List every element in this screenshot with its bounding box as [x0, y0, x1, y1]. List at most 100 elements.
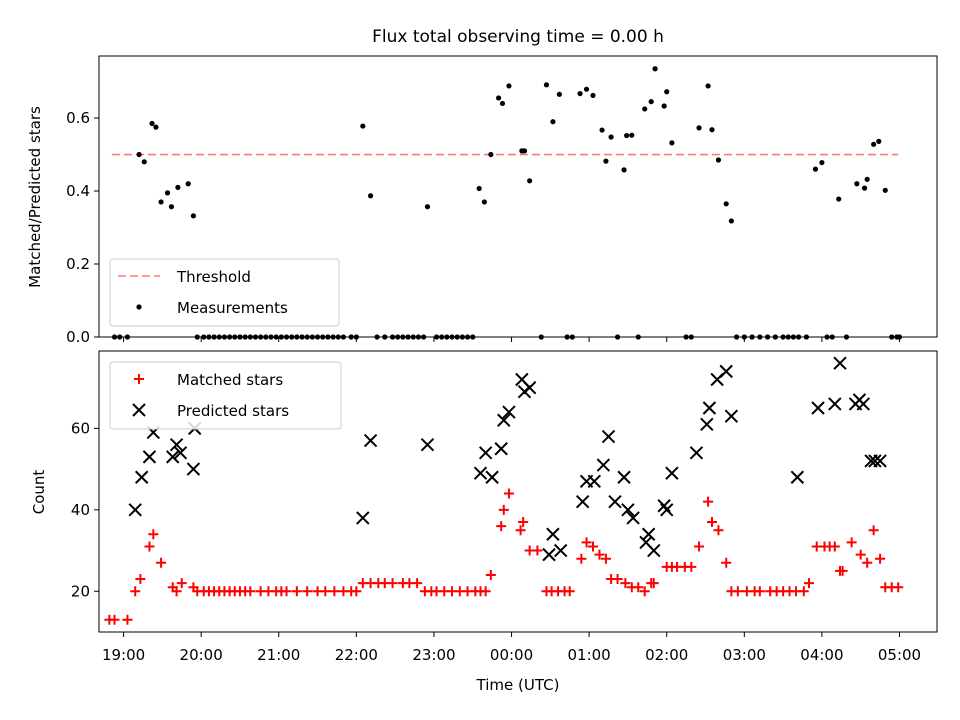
- matched-star-marker: [648, 578, 659, 589]
- matched-star-marker: [498, 504, 509, 515]
- predicted-star-marker: [134, 470, 149, 484]
- predicted-star-marker: [363, 433, 378, 448]
- legend-predicted-label: Predicted stars: [177, 402, 289, 420]
- measurement-point: [836, 196, 842, 202]
- x-tick-label: 23:00: [412, 646, 455, 664]
- matched-star-marker: [620, 578, 631, 589]
- predicted-star-marker: [522, 380, 537, 395]
- predicted-star-marker: [621, 503, 635, 517]
- predicted-star-marker: [660, 503, 674, 517]
- measurement-point: [158, 199, 164, 205]
- predicted-star-marker: [608, 494, 622, 509]
- top-panel: 0.0 0.2 0.4 0.6 Matched/Predicted stars Thr…: [26, 55, 938, 346]
- bottom-legend: Matched stars Predicted stars: [109, 361, 342, 430]
- measurement-point: [499, 100, 506, 107]
- matched-star-marker: [581, 537, 592, 548]
- x-tick-label: 04:00: [800, 646, 843, 664]
- measurement-point: [709, 127, 715, 133]
- matched-star-marker: [829, 541, 840, 552]
- measurement-point: [629, 132, 635, 138]
- measurement-point: [876, 138, 882, 144]
- matched-star-marker: [171, 586, 182, 597]
- measurement-point: [882, 187, 888, 193]
- predicted-star-marker: [420, 437, 435, 452]
- matched-star-marker: [109, 614, 120, 625]
- x-tick-label: 00:00: [490, 646, 533, 664]
- predicted-star-marker: [542, 547, 556, 562]
- x-tick-label: 22:00: [335, 646, 378, 664]
- measurement-point: [723, 201, 729, 207]
- x-tick-label: 05:00: [878, 646, 921, 664]
- predicted-star-marker: [617, 470, 631, 484]
- top-y-ticks: 0.0 0.2 0.4 0.6: [66, 109, 99, 346]
- predicted-star-marker: [833, 356, 847, 370]
- predicted-star-marker: [828, 397, 842, 411]
- matched-star-marker: [600, 553, 611, 564]
- measurement-point: [136, 151, 142, 158]
- predicted-star-marker: [546, 527, 560, 541]
- matched-star-marker: [703, 496, 714, 507]
- measurement-point: [871, 141, 877, 147]
- matched-star-marker: [351, 586, 362, 597]
- measurement-point: [149, 120, 155, 127]
- measurement-point: [527, 178, 533, 184]
- bottom-x-ticks: 19:00 20:00 21:00 22:00 23:00 00:00 01:00 02:00…: [102, 632, 921, 664]
- predicted-star-marker: [169, 437, 184, 452]
- measurement-point: [603, 158, 609, 164]
- top-legend-box: [109, 258, 340, 327]
- predicted-star-marker: [356, 511, 370, 525]
- measurement-point: [543, 82, 550, 88]
- measurement-point: [488, 151, 494, 158]
- measurement-point: [168, 204, 175, 210]
- measurement-point: [185, 181, 191, 187]
- matched-star-marker: [639, 586, 650, 597]
- predicted-star-marker: [553, 543, 568, 558]
- x-tick-label: 19:00: [102, 646, 145, 664]
- matched-star-marker: [732, 586, 743, 597]
- measurement-point: [864, 176, 870, 182]
- measurement-point: [642, 106, 648, 112]
- matched-star-marker: [485, 569, 496, 580]
- measurement-point: [812, 166, 819, 172]
- matched-star-marker: [798, 586, 809, 597]
- legend-predicted-swatch: [132, 403, 146, 417]
- predicted-star-marker: [689, 446, 704, 460]
- legend-threshold-label: Threshold: [176, 268, 251, 286]
- matched-star-marker: [515, 525, 526, 536]
- matched-star-marker: [721, 557, 732, 568]
- top-y-tick-label: 0.2: [66, 255, 90, 273]
- bottom-y-tick-label: 60: [71, 419, 90, 437]
- measurement-point: [819, 159, 825, 166]
- predicted-star-marker: [647, 543, 661, 558]
- matched-star-marker: [291, 586, 302, 597]
- chart-title: Flux total observing time = 0.00 h: [372, 27, 664, 47]
- predicted-star-marker: [587, 474, 602, 489]
- measurement-point: [164, 190, 171, 196]
- bottom-panel: 19:00 20:00 21:00 22:00 23:00 00:00 01:00 02:00…: [30, 350, 938, 694]
- x-tick-label: 20:00: [180, 646, 223, 664]
- matched-star-marker: [176, 578, 187, 589]
- top-legend: Threshold Measurements: [109, 258, 340, 327]
- top-y-tick-label: 0.6: [66, 109, 90, 127]
- bottom-y-axis-label: Count: [30, 470, 48, 515]
- measurement-point: [669, 140, 675, 146]
- measurement-point: [506, 83, 512, 89]
- measurement-point: [141, 159, 147, 165]
- predicted-star-marker: [173, 446, 188, 460]
- predicted-star-marker: [478, 446, 493, 460]
- top-y-axis-label: Matched/Predicted stars: [26, 106, 44, 288]
- predicted-star-marker: [485, 470, 499, 484]
- matched-star-marker: [518, 517, 529, 528]
- bottom-y-tick-label: 40: [71, 501, 90, 519]
- measurement-point: [715, 157, 722, 163]
- matched-star-marker: [694, 541, 705, 552]
- matched-star-marker: [594, 549, 605, 560]
- measurement-point: [608, 134, 614, 140]
- matched-star-marker: [329, 586, 340, 597]
- matched-star-marker: [868, 525, 879, 536]
- matched-star-marker: [320, 586, 331, 597]
- measurement-point: [367, 193, 374, 199]
- measurement-point: [621, 167, 627, 173]
- measurement-point: [190, 213, 197, 219]
